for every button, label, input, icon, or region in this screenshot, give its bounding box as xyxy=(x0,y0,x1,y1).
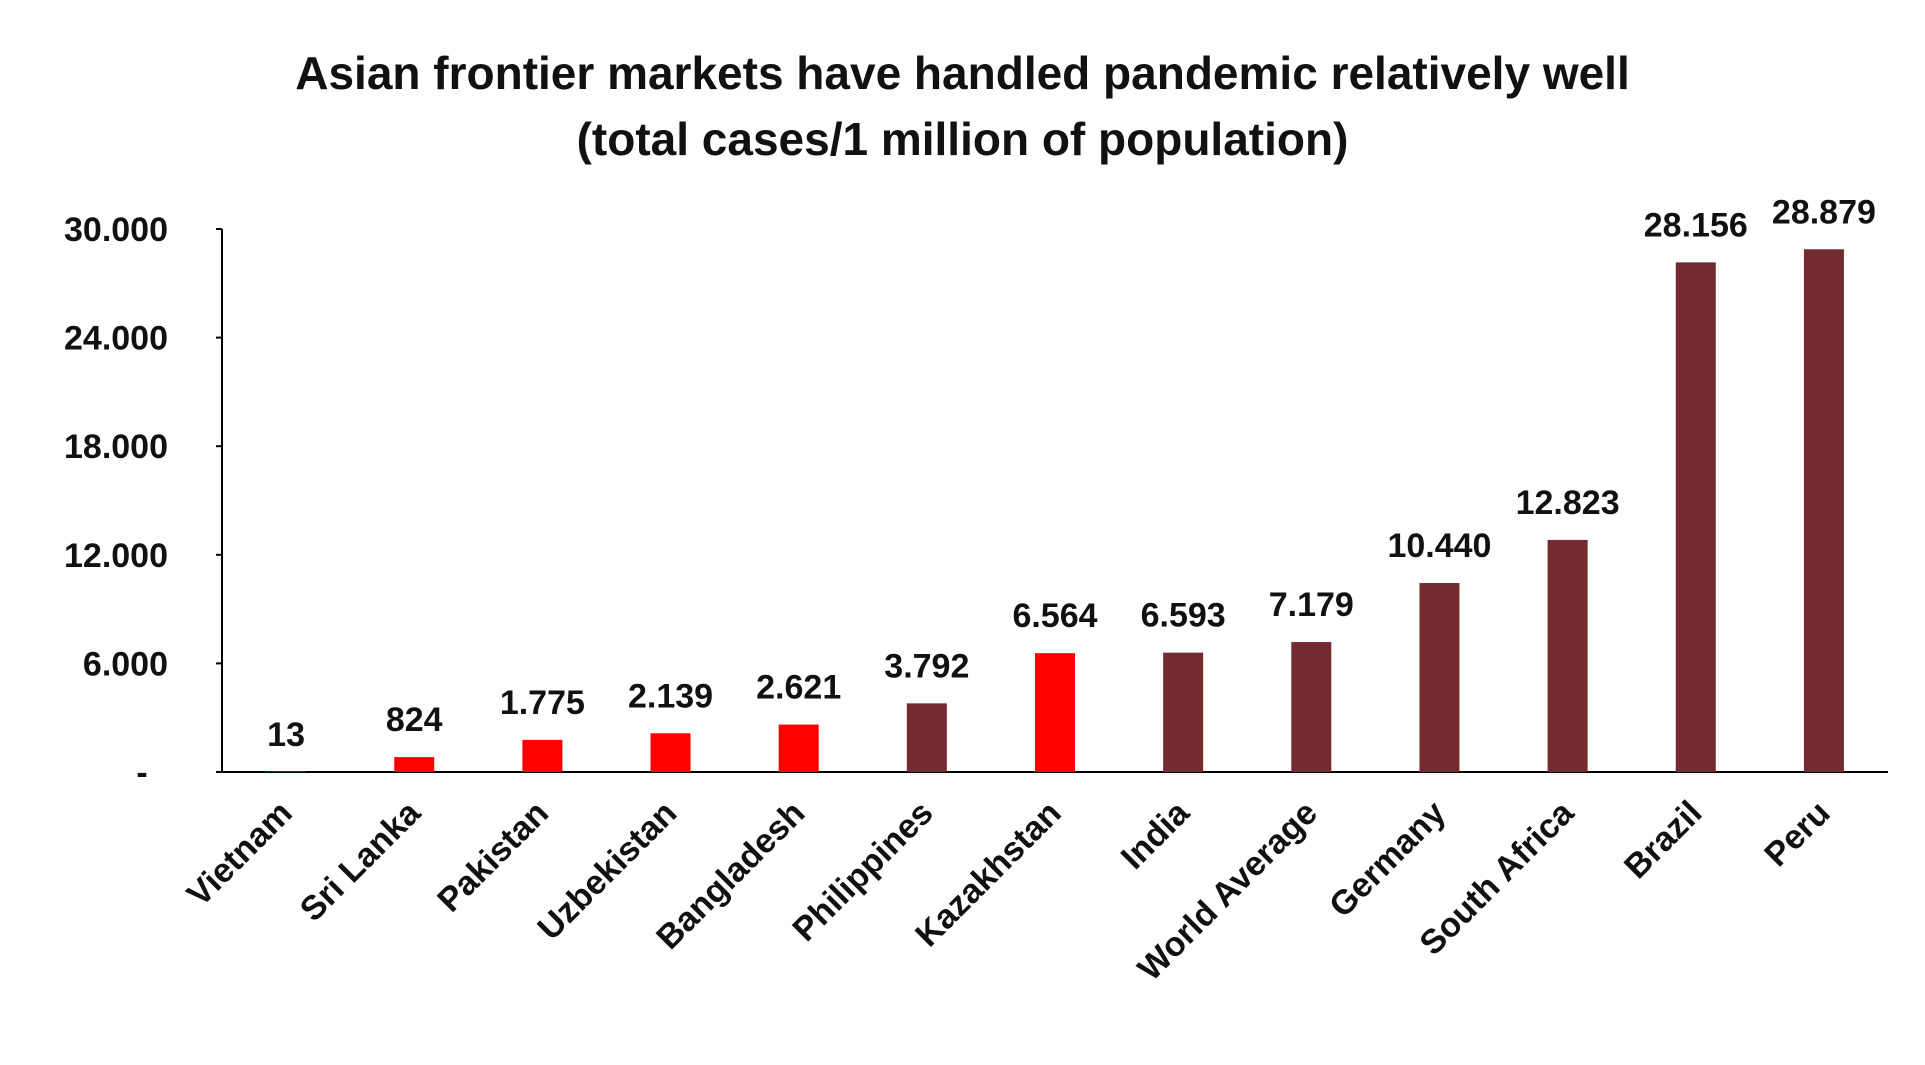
bar xyxy=(1547,539,1588,772)
bar xyxy=(1803,249,1844,772)
bar xyxy=(1163,652,1204,772)
y-tick-label: 30.000 xyxy=(64,211,168,249)
bar xyxy=(394,757,435,772)
data-label: 28.879 xyxy=(1772,193,1876,231)
y-tick-label: 18.000 xyxy=(64,428,168,466)
data-label: 13 xyxy=(267,716,305,754)
data-label: 12.823 xyxy=(1516,484,1620,522)
y-tick-label: - xyxy=(136,754,147,792)
data-label: 28.156 xyxy=(1644,206,1748,244)
data-label: 6.593 xyxy=(1141,597,1226,635)
chart-subtitle: (total cases/1 million of population) xyxy=(576,113,1349,165)
bar xyxy=(1419,583,1460,772)
data-label: 3.792 xyxy=(884,647,969,685)
bar xyxy=(778,724,819,772)
data-label: 824 xyxy=(386,701,443,739)
x-tick-label: Vietnam xyxy=(180,794,300,914)
data-label: 1.775 xyxy=(500,684,585,722)
bar xyxy=(266,771,307,772)
x-tick-label: Sri Lanka xyxy=(293,793,429,929)
bar xyxy=(650,733,691,772)
y-tick-label: 24.000 xyxy=(64,320,168,358)
bar xyxy=(1035,653,1075,772)
y-tick-label: 6.000 xyxy=(83,645,168,683)
data-label: 6.564 xyxy=(1012,597,1097,635)
x-tick-label: Peru xyxy=(1757,794,1837,874)
x-tick-label: Germany xyxy=(1322,794,1453,925)
data-label: 10.440 xyxy=(1387,527,1491,565)
data-label: 2.621 xyxy=(756,669,841,707)
data-label: 7.179 xyxy=(1269,586,1354,624)
bar xyxy=(906,703,947,772)
bar xyxy=(1291,642,1332,772)
x-tick-label: Pakistan xyxy=(430,794,556,920)
x-tick-label: India xyxy=(1114,793,1198,877)
bar xyxy=(522,739,563,772)
bar xyxy=(1675,262,1716,772)
data-label: 2.139 xyxy=(628,677,713,715)
chart-title-block: Asian frontier markets have handled pand… xyxy=(0,40,1925,172)
chart-title: Asian frontier markets have handled pand… xyxy=(295,47,1630,99)
x-tick-label: Brazil xyxy=(1617,794,1709,886)
y-tick-label: 12.000 xyxy=(64,537,168,575)
